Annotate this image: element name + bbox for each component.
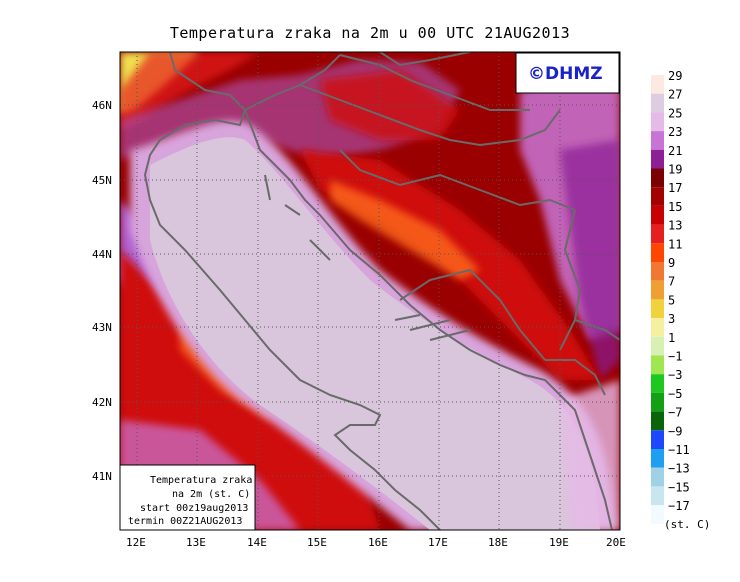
island-cres [264, 174, 271, 201]
bosnia-border [339, 149, 576, 211]
lon-label: 19E [549, 536, 569, 549]
colorbar-level-label: −3 [668, 368, 682, 382]
colorbar-level-label: −7 [668, 406, 682, 420]
map-title: Temperatura zraka na 2m u 00 UTC 21AUG20… [169, 24, 571, 42]
colorbar-swatch [651, 392, 664, 412]
lat-label: 45N [92, 174, 112, 187]
colorbar-swatch [651, 449, 664, 468]
dhmz-logo: ©DHMZ [515, 52, 620, 94]
colorbar-level-label: −15 [668, 480, 690, 494]
colorbar-swatch [651, 299, 664, 319]
lon-label: 17E [428, 536, 448, 549]
colorbar-level-label: −5 [668, 387, 682, 401]
colorbar: 29 27 25 23 21 19 17 15 13 11 9 7 5 3 1 −1 −3 −5 −7 −9 −11 −1… [651, 69, 690, 524]
colorbar-level-label: 25 [668, 106, 682, 120]
lon-label: 18E [488, 536, 508, 549]
colorbar-level-label: 23 [668, 125, 682, 139]
island-krk [284, 204, 301, 216]
lat-label: 42N [92, 396, 112, 409]
colorbar-swatch [651, 262, 664, 281]
colorbar-level-label: 27 [668, 88, 682, 102]
colorbar-swatch [651, 280, 664, 300]
croatia-north-border [299, 84, 561, 147]
map-frame [119, 51, 621, 531]
colorbar-level-label: −11 [668, 443, 690, 457]
colorbar-level-label: 11 [668, 237, 682, 251]
bosnia-south-border [399, 268, 546, 361]
colorbar-swatch [651, 112, 664, 132]
kosovo-border [574, 319, 620, 341]
colorbar-level-label: 17 [668, 181, 682, 195]
island-brac [394, 314, 421, 321]
colorbar-level-label: 19 [668, 163, 682, 177]
colorbar-swatch [651, 505, 664, 524]
italy-coastline [143, 52, 441, 530]
colorbar-level-label: −13 [668, 462, 690, 476]
colorbar-swatch [651, 168, 664, 188]
colorbar-swatch [651, 430, 664, 449]
colorbar-swatch [651, 75, 664, 94]
colorbar-level-label: 29 [668, 69, 682, 83]
colorbar-swatch [651, 355, 664, 375]
field-north-red [320, 70, 460, 140]
lon-label: 14E [247, 536, 267, 549]
colorbar-swatch [651, 318, 664, 337]
colorbar-swatch [651, 467, 664, 487]
info-line-2: na 2m (st. C) [172, 489, 250, 500]
colorbar-swatch [651, 486, 664, 506]
lon-label: 12E [126, 536, 146, 549]
latitude-labels: 46N 45N 44N 43N 42N 41N [92, 99, 112, 483]
graticule [120, 52, 620, 530]
coastlines [143, 52, 620, 530]
field-east-magenta [560, 140, 620, 380]
serbia-border [559, 209, 582, 351]
island-hvar [409, 319, 451, 331]
colorbar-swatch [651, 131, 664, 150]
colorbar-level-label: −9 [668, 424, 682, 438]
hungary-border [339, 54, 530, 111]
field-dinaric-orange [330, 180, 480, 280]
lat-label: 44N [92, 248, 112, 261]
island-pag [309, 239, 331, 261]
longitude-labels: 12E 13E 14E 15E 16E 17E 18E 19E 20E [126, 536, 626, 549]
colorbar-swatch [651, 205, 664, 225]
dhmz-logo-text: ©DHMZ [528, 64, 603, 84]
info-line-3: start 00z19aug2013 [140, 503, 248, 514]
colorbar-level-label: 3 [668, 312, 675, 326]
colorbar-level-label: 9 [668, 256, 675, 270]
field-sea-light [150, 137, 600, 530]
colorbar-level-label: 1 [668, 331, 675, 345]
colorbar-swatch [651, 224, 664, 244]
colorbar-level-label: 15 [668, 200, 682, 214]
colorbar-level-label: 7 [668, 275, 675, 289]
north-border [379, 52, 471, 67]
colorbar-level-label: −17 [668, 499, 690, 513]
info-box: Temperatura zraka na 2m (st. C) start 00… [119, 464, 256, 531]
island-korcula [429, 329, 471, 341]
colorbar-level-label: 5 [668, 293, 675, 307]
lon-label: 15E [307, 536, 327, 549]
colorbar-swatch [651, 374, 664, 393]
colorbar-swatch [651, 149, 664, 169]
colorbar-swatch [651, 243, 664, 262]
colorbar-swatch [651, 187, 664, 206]
lat-label: 41N [92, 470, 112, 483]
lon-label: 16E [368, 536, 388, 549]
lat-label: 43N [92, 321, 112, 334]
balkan-coastline [244, 109, 613, 530]
colorbar-swatch [651, 336, 664, 356]
colorbar-level-label: 21 [668, 144, 682, 158]
temperature-field [120, 52, 620, 530]
colorbar-swatch [651, 93, 664, 113]
colorbar-swatch [651, 411, 664, 431]
colorbar-level-label: 13 [668, 219, 682, 233]
lon-label: 20E [606, 536, 626, 549]
lat-label: 46N [92, 99, 112, 112]
colorbar-unit: (st. C) [664, 518, 710, 531]
info-line-1: Temperatura zraka [150, 475, 252, 486]
colorbar-level-label: −1 [668, 350, 682, 364]
info-line-4: termin 00Z21AUG2013 [128, 516, 242, 527]
lon-label: 13E [186, 536, 206, 549]
